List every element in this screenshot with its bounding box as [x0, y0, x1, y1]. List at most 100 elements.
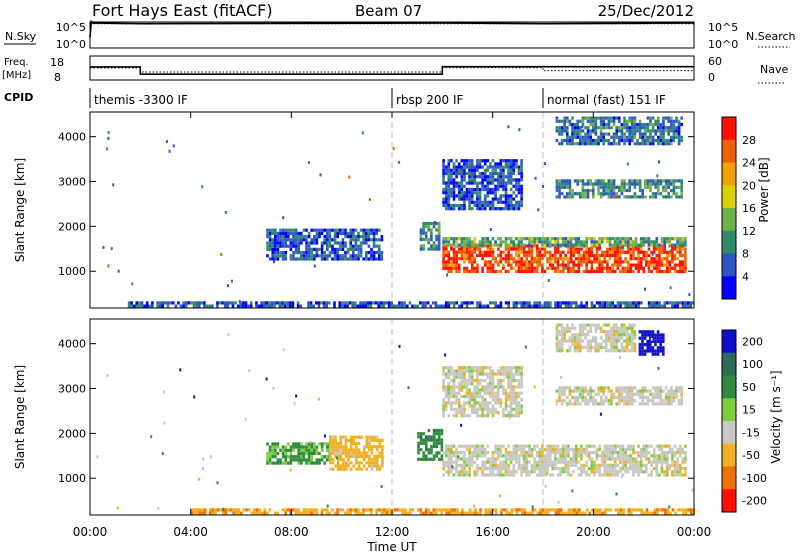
heatmap-cell	[611, 457, 614, 461]
heatmap-cell	[426, 301, 430, 305]
heatmap-cell	[435, 441, 438, 445]
heatmap-cell	[566, 195, 569, 199]
heatmap-cell	[177, 301, 180, 305]
heatmap-cell	[592, 119, 595, 123]
heatmap-cell	[365, 442, 369, 446]
heatmap-cell	[266, 254, 269, 258]
n-sky-label: N.Sky	[5, 30, 37, 43]
heatmap-cell	[639, 257, 643, 261]
heatmap-cell	[331, 458, 335, 462]
heatmap-cell	[468, 159, 471, 163]
heatmap-cell	[339, 435, 343, 439]
heatmap-cell	[257, 304, 261, 308]
heatmap-cell	[346, 304, 349, 308]
heatmap-cell	[657, 192, 660, 196]
heatmap-cell	[512, 162, 516, 166]
heatmap-cell	[522, 243, 526, 247]
heatmap-cell	[620, 345, 624, 350]
heatmap-cell	[678, 240, 682, 244]
heatmap-cell	[546, 508, 550, 512]
heatmap-cell	[581, 326, 585, 330]
heatmap-cell	[663, 451, 666, 455]
heatmap-cell	[522, 269, 526, 274]
heatmap-cell	[499, 404, 503, 408]
heatmap-cell	[607, 329, 611, 334]
heatmap-cell	[631, 323, 634, 327]
heatmap-cell	[573, 342, 577, 346]
heatmap-cell	[598, 301, 601, 305]
heatmap-cell	[566, 132, 569, 136]
heatmap-cell	[375, 244, 378, 248]
heatmap-cell	[294, 445, 298, 449]
heatmap-cell	[567, 250, 570, 254]
heatmap-cell	[512, 168, 516, 172]
heatmap-cell	[681, 243, 685, 247]
heatmap-cell	[502, 444, 505, 448]
heatmap-cell	[667, 399, 670, 403]
heatmap-cell	[624, 237, 627, 241]
heatmap-cell	[424, 225, 428, 229]
heatmap-cell	[576, 339, 579, 343]
heatmap-cell	[444, 463, 448, 467]
heatmap-cell	[349, 257, 352, 261]
heatmap-cell	[561, 260, 565, 264]
heatmap-cell	[662, 339, 665, 343]
heatmap-cell	[618, 188, 621, 193]
heatmap-cell	[203, 304, 206, 308]
heatmap-cell	[575, 301, 578, 305]
heatmap-cell	[659, 392, 663, 396]
heatmap-cell	[560, 336, 564, 340]
heatmap-cell	[638, 392, 642, 396]
heatmap-cell	[607, 126, 611, 130]
heatmap-speckle	[678, 121, 681, 125]
heatmap-cell	[660, 444, 664, 448]
heatmap-cell	[616, 470, 620, 474]
heatmap-cell	[646, 182, 650, 186]
heatmap-cell	[419, 435, 423, 439]
heatmap-cell	[643, 349, 647, 353]
heatmap-cell	[555, 138, 559, 143]
heatmap-cell	[515, 410, 518, 415]
heatmap-cell	[624, 470, 627, 474]
heatmap-cell	[320, 231, 324, 235]
heatmap-cell	[522, 260, 526, 264]
heatmap-cell	[486, 404, 490, 408]
heatmap-cell	[504, 460, 508, 464]
heatmap-cell	[592, 122, 595, 127]
heatmap-cell	[494, 451, 497, 455]
heatmap-cell	[268, 455, 272, 459]
heatmap-cell	[665, 240, 669, 244]
heatmap-cell	[499, 162, 503, 166]
heatmap-cell	[572, 470, 575, 474]
heatmap-cell	[452, 207, 456, 211]
heatmap-cell	[621, 444, 625, 448]
heatmap-cell	[344, 241, 347, 245]
heatmap-cell	[425, 448, 428, 452]
heatmap-cell	[347, 438, 350, 442]
heatmap-cell	[581, 386, 585, 390]
heatmap-cell	[364, 304, 367, 308]
heatmap-cell	[491, 257, 495, 261]
heatmap-cell	[463, 240, 466, 244]
heatmap-cell	[599, 342, 603, 346]
heatmap-cell	[608, 247, 612, 251]
heatmap-cell	[572, 447, 575, 451]
heatmap-cell	[541, 266, 544, 270]
heatmap-cell	[601, 304, 604, 308]
heatmap-cell	[478, 382, 482, 386]
heatmap-cell	[463, 191, 466, 195]
heatmap-cell	[352, 235, 355, 239]
heatmap-cell	[470, 168, 474, 172]
heatmap-cell	[447, 171, 451, 176]
noise-panel: N.Sky 10^5 10^0 10^5 10^0 N.Search	[4, 19, 796, 51]
heatmap-cell	[649, 399, 652, 403]
heatmap-cell	[525, 304, 529, 308]
heatmap-cell	[481, 200, 484, 204]
heatmap-cell	[579, 342, 582, 346]
heatmap-cell	[507, 473, 510, 477]
heatmap-cell	[574, 250, 578, 254]
heatmap-cell	[644, 185, 647, 189]
heatmap-cell	[623, 345, 626, 350]
heatmap-cell	[603, 470, 607, 474]
heatmap-cell	[307, 244, 311, 248]
